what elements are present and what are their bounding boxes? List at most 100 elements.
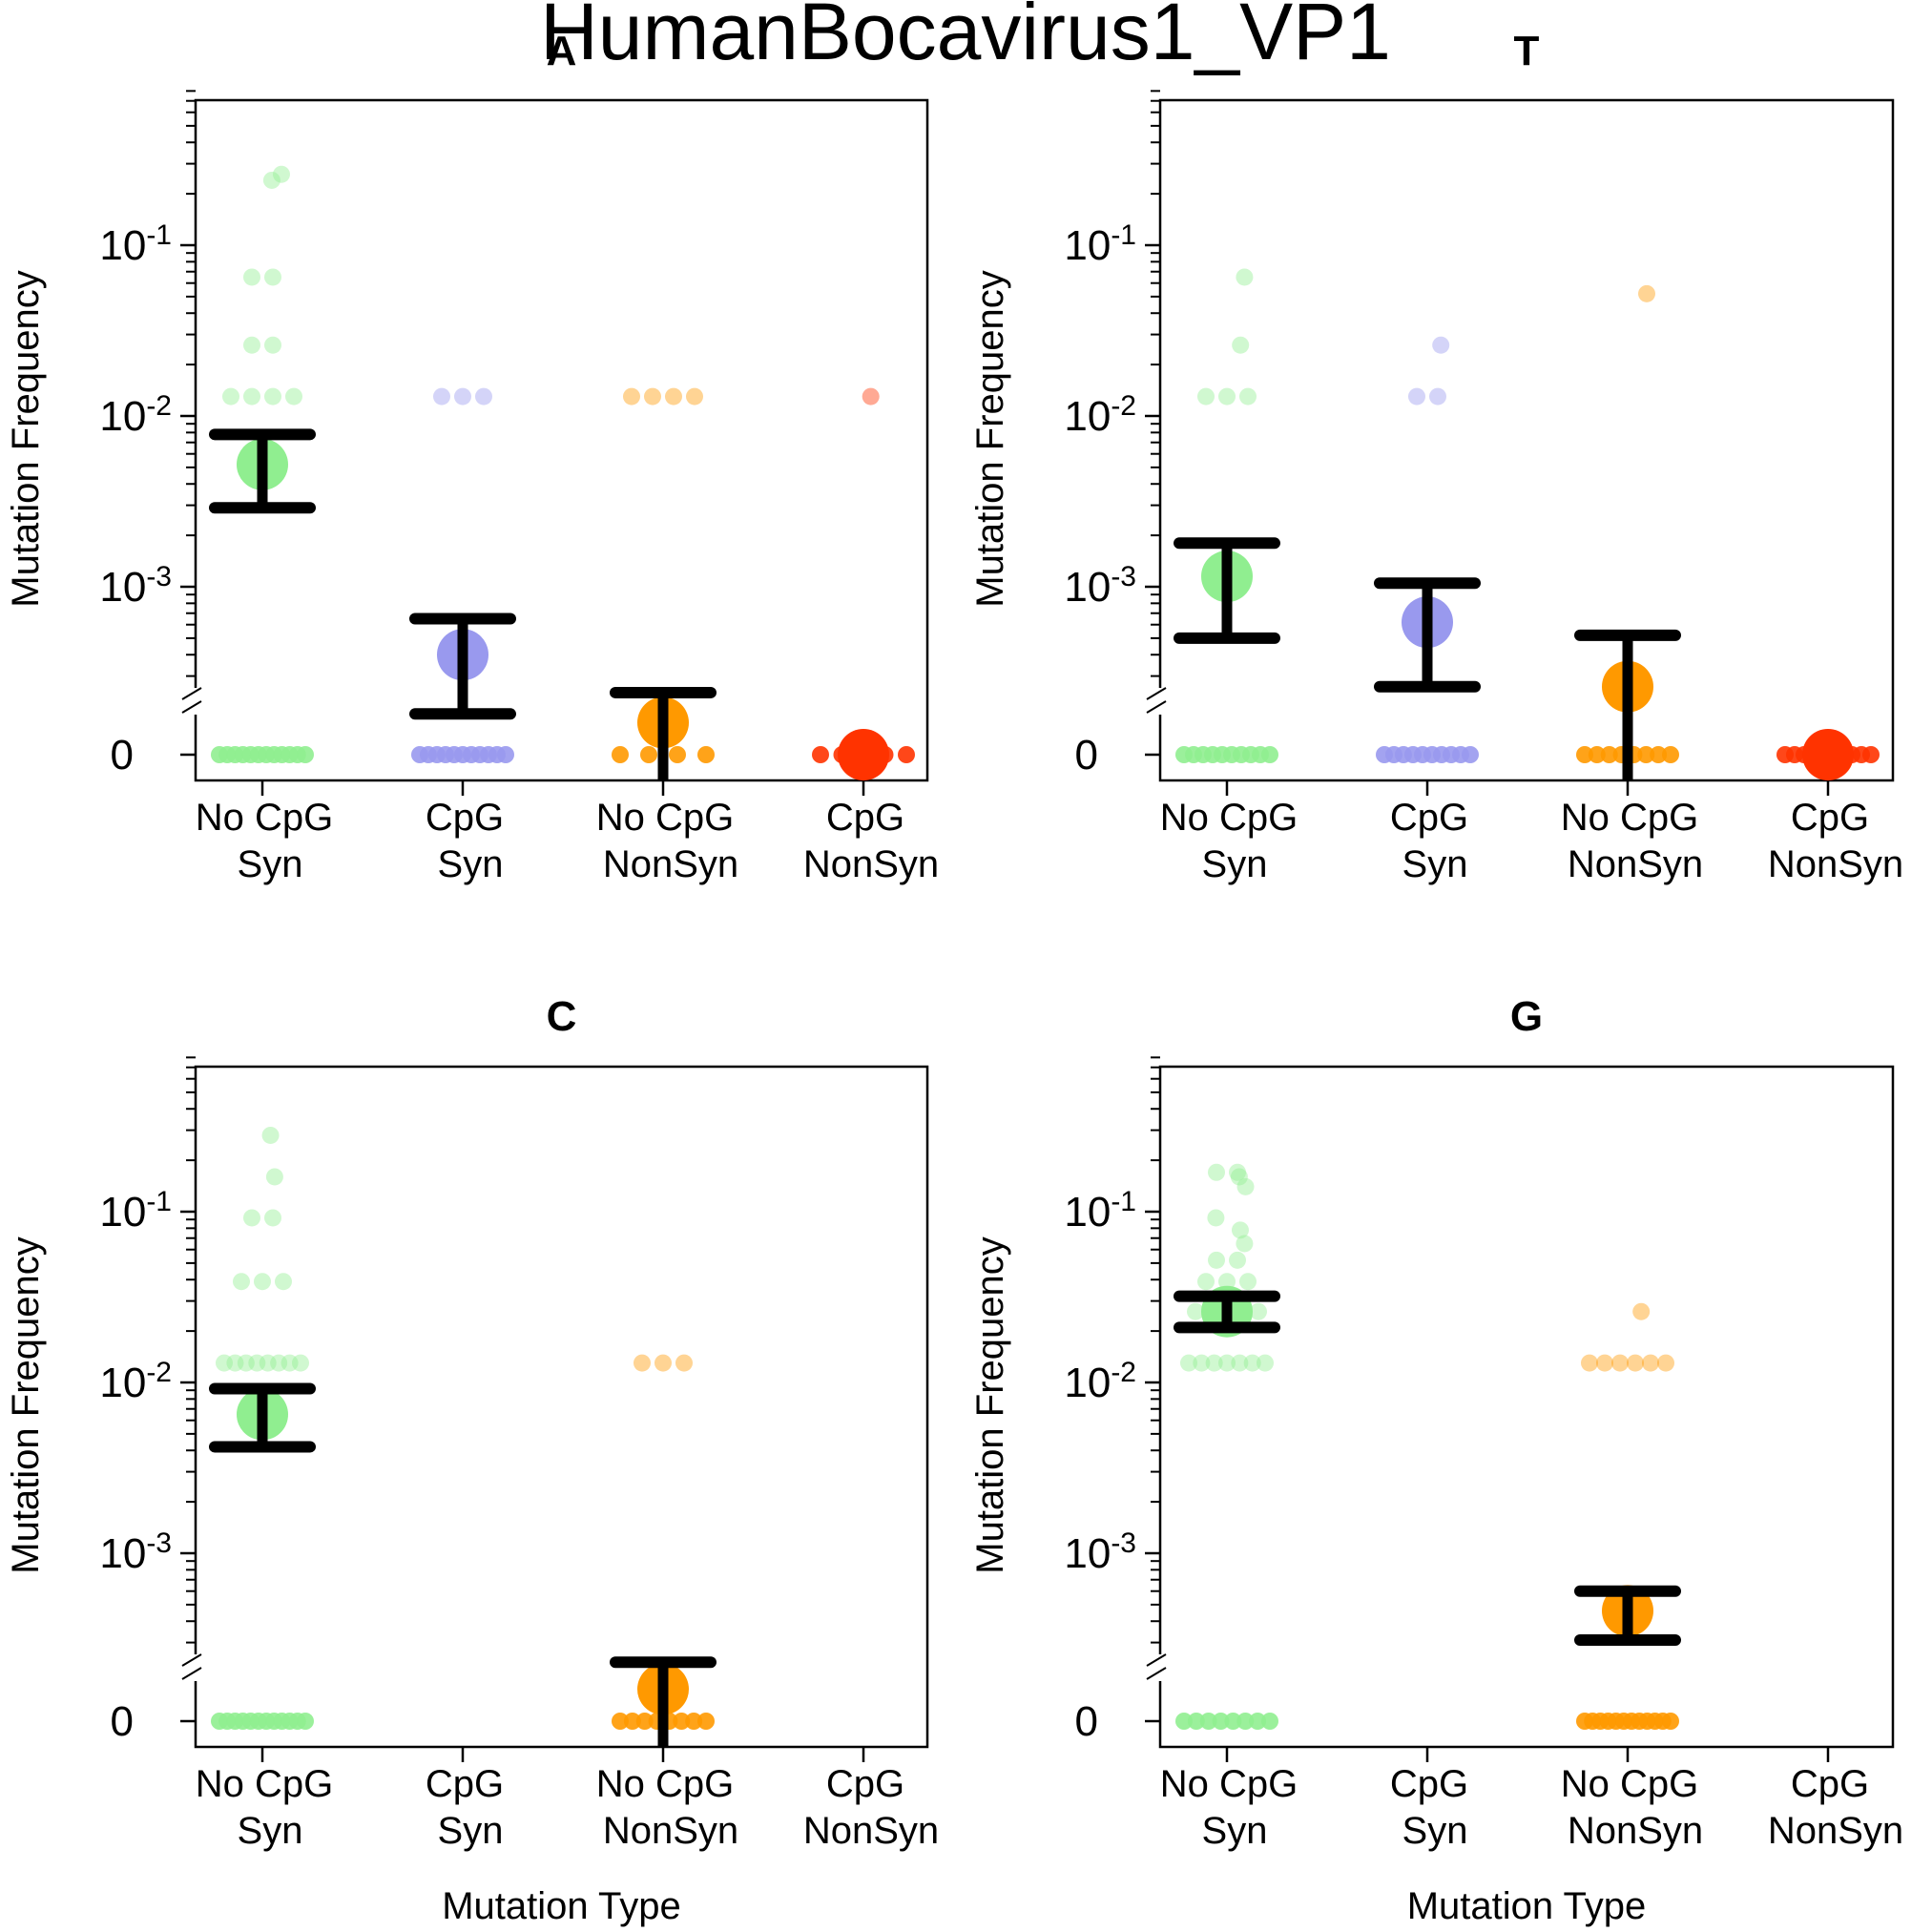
data-point: [1611, 1354, 1629, 1372]
mean-marker: [838, 729, 889, 780]
data-point: [665, 387, 682, 405]
data-point: [1657, 1354, 1674, 1372]
y-tick-label: 10-3: [1064, 561, 1136, 612]
x-tick-label: Syn: [1402, 1810, 1468, 1852]
data-point: [898, 746, 915, 763]
data-point: [222, 387, 239, 405]
data-point: [1218, 1273, 1236, 1291]
data-point: [1600, 746, 1618, 763]
x-tick-label: NonSyn: [603, 843, 738, 885]
series-4: [812, 387, 915, 780]
series-1: [209, 1126, 316, 1730]
y-tick-label: 10-3: [99, 561, 172, 612]
data-point: [497, 746, 514, 763]
data-point: [1208, 1163, 1225, 1181]
data-point: [623, 387, 640, 405]
data-point: [812, 746, 829, 763]
x-tick-label: NonSyn: [1568, 1810, 1703, 1852]
data-point: [1218, 387, 1236, 405]
x-tick-label: No CpG: [596, 1763, 735, 1805]
data-point: [1239, 1273, 1257, 1291]
data-point: [1588, 746, 1606, 763]
data-point: [475, 387, 492, 405]
data-point: [640, 746, 657, 763]
axis-break-mark: [1146, 1667, 1167, 1680]
series-3: [1574, 284, 1681, 780]
data-point: [697, 1713, 715, 1730]
series-2: [1374, 336, 1481, 763]
mean-marker: [1802, 729, 1854, 780]
data-point: [1662, 746, 1679, 763]
x-tick-label: CpG: [1390, 797, 1468, 839]
data-point: [264, 387, 281, 405]
y-tick-label: 10-1: [99, 1186, 172, 1236]
data-point: [1175, 1713, 1193, 1730]
data-point: [634, 1354, 651, 1372]
y-tick-label: 10-1: [1064, 219, 1136, 270]
panel-title: A: [547, 28, 577, 74]
y-axis: 0 10-3 10-2 10-1: [1064, 90, 1170, 779]
y-axis: 0 10-3 10-2 10-1: [1064, 1056, 1170, 1745]
panel-g: G 0 10-3 10-2 10-1 Mutation Frequency No CpG Sy…: [969, 993, 1903, 1927]
y-tick-label: 0: [111, 732, 134, 779]
data-point: [1187, 1713, 1205, 1730]
data-point: [1249, 1713, 1267, 1730]
y-tick-label: 10-2: [1064, 390, 1136, 441]
data-point: [264, 268, 281, 286]
x-tick-label: Syn: [1402, 843, 1468, 885]
series-1: [1174, 268, 1280, 763]
data-point: [1193, 1354, 1211, 1372]
x-tick-label: CpG: [426, 797, 504, 839]
data-point: [1637, 746, 1655, 763]
data-point: [697, 746, 715, 763]
y-tick-label: 10-1: [99, 219, 172, 270]
data-point: [1197, 1273, 1215, 1291]
data-point: [1236, 268, 1254, 286]
main-title: HumanBocavirus1_VP1: [540, 0, 1391, 76]
data-point: [248, 1354, 266, 1372]
axis-break-mark: [181, 700, 202, 714]
x-tick-label: NonSyn: [1768, 843, 1903, 885]
data-point: [292, 1354, 309, 1372]
data-point: [243, 387, 260, 405]
x-tick-label: Syn: [438, 843, 504, 885]
data-point: [1243, 1354, 1261, 1372]
data-point: [1187, 1302, 1204, 1320]
y-axis-label: Mutation Frequency: [5, 270, 47, 608]
y-tick-label: 10-3: [1064, 1527, 1136, 1578]
data-point: [1224, 1713, 1242, 1730]
data-point: [297, 746, 314, 763]
data-point: [685, 1713, 703, 1730]
data-point: [1232, 336, 1250, 354]
data-point: [1250, 1302, 1267, 1320]
x-tick-label: Syn: [238, 843, 303, 885]
axis-break-mark: [181, 1653, 202, 1667]
data-point: [1229, 1251, 1246, 1269]
y-axis-label: Mutation Frequency: [969, 270, 1011, 608]
data-point: [669, 746, 686, 763]
axis-break-mark: [1146, 700, 1167, 714]
data-point: [1231, 1221, 1249, 1239]
data-point: [1230, 1168, 1248, 1186]
panel-c: C 0 10-3 10-2 10-1 Mutation Frequency No CpG Sy…: [5, 993, 939, 1927]
data-point: [675, 1354, 693, 1372]
data-point: [433, 387, 450, 405]
data-point: [1632, 1302, 1651, 1320]
plot-frame: [194, 98, 929, 782]
data-point: [1257, 1354, 1274, 1372]
data-point: [243, 268, 260, 286]
plot-frame: [194, 1065, 929, 1749]
data-point: [1432, 336, 1450, 354]
data-point: [612, 746, 629, 763]
y-tick-label: 0: [111, 1698, 134, 1745]
x-tick-label: CpG: [426, 1763, 504, 1805]
data-point: [1212, 1713, 1230, 1730]
data-point: [1642, 1354, 1659, 1372]
x-tick-label: No CpG: [596, 797, 735, 839]
